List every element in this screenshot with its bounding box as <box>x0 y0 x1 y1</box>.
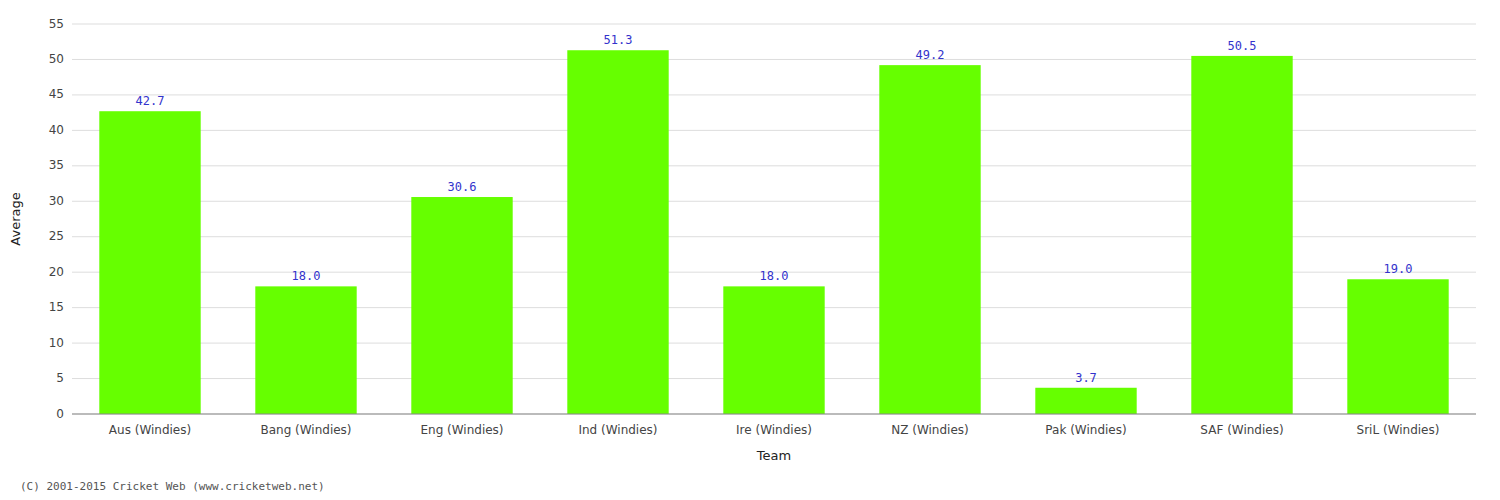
y-tick-label: 20 <box>49 265 64 279</box>
data-label: 18.0 <box>292 269 321 283</box>
y-tick-label: 30 <box>49 194 64 208</box>
y-tick-label: 50 <box>49 52 64 66</box>
data-labels: 42.7 18.0 30.6 51.3 18.0 49.2 3.7 50.5 19.0 <box>136 33 1413 385</box>
bar <box>879 65 980 414</box>
bar <box>723 286 824 414</box>
grid-line <box>72 414 1476 415</box>
bar <box>1035 388 1136 414</box>
x-tick-label: SAF (Windies) <box>1200 423 1283 437</box>
y-tick-label: 5 <box>56 371 64 385</box>
y-tick-label: 55 <box>49 17 64 31</box>
x-axis-line <box>72 414 1476 415</box>
x-tick-label: Pak (Windies) <box>1045 423 1126 437</box>
bar <box>1347 279 1448 414</box>
data-label: 18.0 <box>760 269 789 283</box>
grid-line <box>72 24 1476 25</box>
chart: 0 5 10 15 20 25 30 35 40 45 50 55 42.7 18.0 30.6 51.3 18… <box>0 0 1500 500</box>
y-tick-label: 0 <box>56 407 64 421</box>
y-tick-label: 15 <box>49 300 64 314</box>
x-tick-label: Ind (Windies) <box>578 423 657 437</box>
x-axis-label: Team <box>756 448 791 463</box>
bar <box>255 286 356 414</box>
x-tick-label: Aus (Windies) <box>109 423 191 437</box>
x-tick-label: SriL (Windies) <box>1357 423 1440 437</box>
x-tick-label: Ire (Windies) <box>736 423 812 437</box>
footer-text: (C) 2001-2015 Cricket Web (www.cricketwe… <box>20 480 325 493</box>
data-label: 3.7 <box>1075 371 1097 385</box>
y-tick-label: 35 <box>49 158 64 172</box>
data-label: 51.3 <box>604 33 633 47</box>
x-tick-label: Eng (Windies) <box>420 423 503 437</box>
y-tick-label: 10 <box>49 336 64 350</box>
y-axis-label: Average <box>8 192 23 245</box>
chart-container: 0 5 10 15 20 25 30 35 40 45 50 55 42.7 18.0 30.6 51.3 18… <box>0 0 1500 500</box>
y-tick-label: 25 <box>49 229 64 243</box>
bar <box>411 197 512 414</box>
x-axis: Aus (Windies) Bang (Windies) Eng (Windies)… <box>109 423 1440 437</box>
data-label: 30.6 <box>448 180 477 194</box>
y-tick-label: 40 <box>49 123 64 137</box>
data-label: 49.2 <box>916 48 945 62</box>
y-axis: 0 5 10 15 20 25 30 35 40 45 50 55 <box>49 17 1476 421</box>
data-label: 50.5 <box>1228 39 1257 53</box>
x-tick-label: NZ (Windies) <box>891 423 969 437</box>
y-tick-label: 45 <box>49 87 64 101</box>
bar <box>99 111 200 414</box>
bar <box>567 50 668 414</box>
bars <box>99 50 1448 414</box>
data-label: 19.0 <box>1384 262 1413 276</box>
bar <box>1191 56 1292 414</box>
data-label: 42.7 <box>136 94 165 108</box>
x-tick-label: Bang (Windies) <box>260 423 351 437</box>
